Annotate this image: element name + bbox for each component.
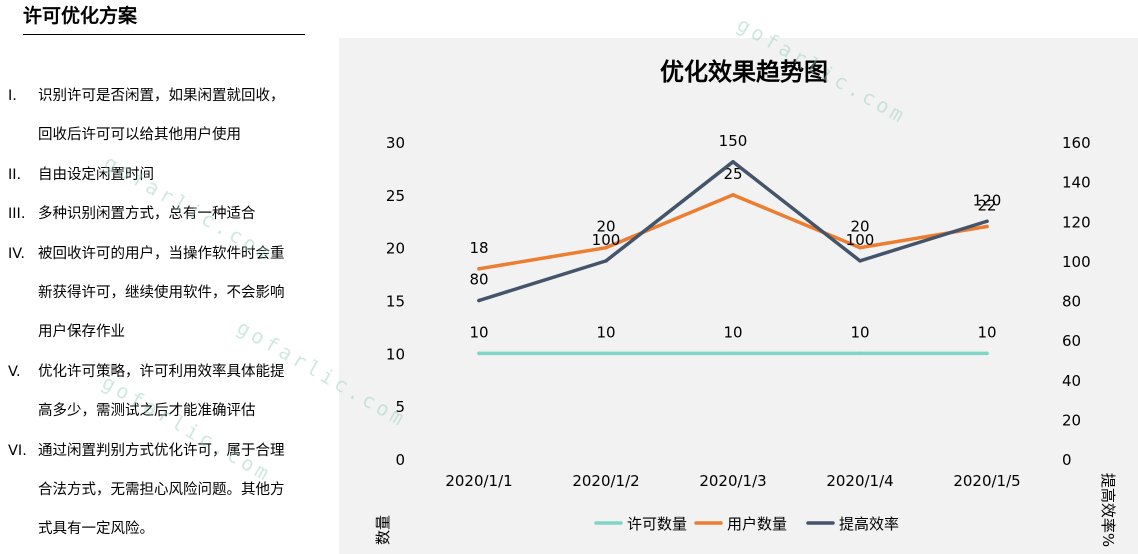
x-tick-label: 2020/1/2 <box>572 472 639 490</box>
y2-tick-label: 120 <box>1062 213 1091 231</box>
data-point <box>858 259 862 263</box>
left-panel: 许可优化方案 I. 识别许可是否闲置，如果闲置就回收， 回收后许可可以给其他用户使用… <box>0 0 320 554</box>
list-item-text: 高多少，需测试之后才能准确评估 <box>38 403 256 420</box>
data-point <box>604 259 608 263</box>
list-item-text: 识别许可是否闲置，如果闲置就回收， <box>38 88 285 104</box>
x-tick-label: 2020/1/5 <box>953 472 1020 490</box>
chart: 优化效果趋势图 0 5 10 15 20 25 30 0 20 40 60 80 100 120 140 160… <box>374 58 1117 547</box>
data-label: 80 <box>469 271 488 289</box>
list-item-number: III. <box>8 206 26 223</box>
data-label: 20 <box>596 218 615 236</box>
data-label: 10 <box>596 323 615 341</box>
y2-tick-label: 80 <box>1062 293 1081 311</box>
list-item-text: 式具有一定风险。 <box>38 521 154 538</box>
data-point <box>477 351 481 356</box>
legend-label: 提高效率 <box>839 515 899 533</box>
data-label: 20 <box>850 218 869 236</box>
chart-title: 优化效果趋势图 <box>660 58 828 86</box>
x-tick-label: 2020/1/3 <box>699 472 766 490</box>
legend-label: 用户数量 <box>727 515 787 533</box>
y2-axis-title: 提高效率% <box>1099 473 1117 547</box>
y-tick-label: 10 <box>386 345 405 363</box>
y-axis-title: 数量 <box>374 515 392 545</box>
list-item-text: 合法方式，无需担心风险问题。其他方 <box>38 482 285 498</box>
list-item-text: 多种识别闲置方式，总有一种适合 <box>38 206 256 223</box>
data-label: 18 <box>469 239 488 257</box>
list-item-text: 回收后许可可以给其他用户使用 <box>38 127 241 144</box>
data-point <box>985 224 989 229</box>
y-tick-label: 5 <box>395 398 405 416</box>
list-item-number: II. <box>8 166 22 183</box>
data-point <box>477 267 481 271</box>
data-point <box>858 351 862 356</box>
data-point <box>731 160 735 164</box>
section-title: 许可优化方案 <box>23 2 305 35</box>
data-point <box>858 245 862 250</box>
list-item-text: 自由设定闲置时间 <box>38 166 154 183</box>
y2-tick-label: 40 <box>1062 372 1081 390</box>
y2-tick-label: 140 <box>1062 174 1091 192</box>
y2-tick-label: 160 <box>1062 134 1091 152</box>
x-tick-label: 2020/1/4 <box>826 472 893 490</box>
list-item-number: I. <box>8 88 17 104</box>
data-point <box>985 351 989 356</box>
legend-label: 许可数量 <box>627 515 687 533</box>
list-item-text: 被回收许可的用户，当操作软件时会重 <box>38 245 285 262</box>
data-point <box>731 351 735 356</box>
list-item-text: 用户保存作业 <box>38 324 125 341</box>
data-point <box>731 193 735 197</box>
y-tick-label: 30 <box>386 134 405 152</box>
data-label: 25 <box>723 165 742 183</box>
data-point <box>477 298 481 303</box>
list-item-number: V. <box>8 363 21 380</box>
data-label: 10 <box>977 323 996 341</box>
x-tick-label: 2020/1/1 <box>445 472 512 490</box>
data-point <box>985 219 989 224</box>
y-tick-label: 20 <box>386 240 405 258</box>
data-point <box>604 351 608 356</box>
y-tick-label: 25 <box>386 187 405 205</box>
data-label: 120 <box>973 191 1002 209</box>
y2-tick-label: 100 <box>1062 253 1091 271</box>
list-item-number: VI. <box>8 442 27 459</box>
y-tick-label: 15 <box>386 293 405 311</box>
data-label: 10 <box>469 323 488 341</box>
y-tick-label: 0 <box>395 451 405 469</box>
data-label: 10 <box>850 323 869 341</box>
list-item-number: IV. <box>8 245 25 262</box>
y2-tick-label: 60 <box>1062 332 1081 350</box>
list-item-text: 通过闲置判别方式优化许可，属于合理 <box>38 442 285 459</box>
data-label: 10 <box>723 323 742 341</box>
data-label: 100 <box>846 231 875 249</box>
list-item-text: 新获得许可，继续使用软件，不会影响 <box>38 285 285 301</box>
y2-tick-label: 20 <box>1062 411 1081 429</box>
list-item-text: 优化许可策略，许可利用效率具体能提 <box>38 363 285 380</box>
chart-panel <box>339 38 1138 554</box>
data-label: 150 <box>719 132 748 150</box>
data-label: 22 <box>977 197 996 215</box>
data-label: 100 <box>592 231 621 249</box>
y2-tick-label: 0 <box>1062 451 1072 469</box>
data-point <box>604 245 608 250</box>
series-line-2 <box>477 193 989 271</box>
